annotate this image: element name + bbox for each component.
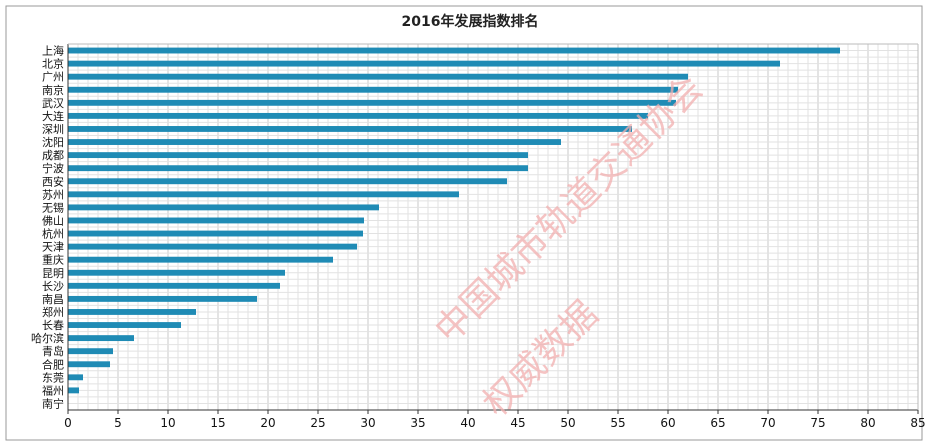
category-label: 福州 bbox=[42, 383, 64, 397]
category-label: 哈尔滨 bbox=[31, 331, 64, 345]
bar-26 bbox=[68, 374, 83, 381]
bar-17 bbox=[68, 256, 333, 263]
category-label: 杭州 bbox=[42, 227, 64, 241]
x-tick-label: 50 bbox=[560, 416, 575, 430]
bars bbox=[68, 47, 840, 394]
category-label: 沈阳 bbox=[42, 135, 64, 149]
x-tick-label: 85 bbox=[910, 416, 925, 430]
x-tick-label: 45 bbox=[510, 416, 525, 430]
category-label: 西安 bbox=[42, 174, 64, 188]
x-tick-label: 25 bbox=[310, 416, 325, 430]
x-tick-label: 40 bbox=[460, 416, 475, 430]
bar-23 bbox=[68, 335, 134, 342]
category-label: 苏州 bbox=[42, 188, 64, 201]
category-label: 南京 bbox=[42, 83, 64, 97]
x-tick-label: 5 bbox=[114, 416, 122, 430]
category-label: 广州 bbox=[42, 71, 64, 84]
bar-11 bbox=[68, 178, 507, 185]
bar-5 bbox=[68, 99, 676, 106]
bar-13 bbox=[68, 204, 379, 211]
category-label: 无锡 bbox=[42, 200, 64, 214]
category-label: 长沙 bbox=[42, 280, 64, 293]
bar-9 bbox=[68, 152, 528, 159]
bar-27 bbox=[68, 387, 79, 394]
bar-25 bbox=[68, 361, 110, 368]
category-label: 东莞 bbox=[42, 371, 64, 384]
category-label: 深圳 bbox=[42, 123, 64, 136]
bar-16 bbox=[68, 243, 357, 250]
category-label: 佛山 bbox=[42, 214, 64, 227]
axes bbox=[67, 43, 919, 414]
x-tick-label: 55 bbox=[610, 416, 625, 430]
category-label: 长春 bbox=[42, 319, 64, 332]
category-label: 郑州 bbox=[42, 305, 64, 319]
chart-frame bbox=[5, 5, 923, 441]
category-label: 成都 bbox=[42, 149, 64, 162]
category-label: 宁波 bbox=[42, 161, 64, 175]
bar-18 bbox=[68, 269, 285, 276]
x-tick-label: 10 bbox=[160, 416, 175, 430]
category-label: 重庆 bbox=[42, 253, 64, 267]
x-tick-label: 30 bbox=[360, 416, 375, 430]
bar-12 bbox=[68, 191, 459, 198]
category-label: 大连 bbox=[42, 109, 64, 123]
bar-22 bbox=[68, 322, 181, 328]
category-label: 南宁 bbox=[42, 396, 64, 410]
x-tick-label: 75 bbox=[810, 416, 825, 430]
chart-title: 2016年发展指数排名 bbox=[402, 13, 539, 30]
category-label: 昆明 bbox=[42, 267, 64, 280]
x-tick-label: 35 bbox=[410, 416, 425, 430]
bar-1 bbox=[68, 47, 840, 54]
category-label: 天津 bbox=[42, 241, 64, 254]
category-label: 武汉 bbox=[42, 97, 64, 110]
bar-20 bbox=[68, 295, 257, 302]
bar-2 bbox=[68, 60, 780, 67]
x-tick-label: 65 bbox=[710, 416, 725, 430]
category-labels: 上海北京广州南京武汉大连深圳沈阳成都宁波西安苏州无锡佛山杭州天津重庆昆明长沙南昌… bbox=[31, 44, 64, 411]
bar-4 bbox=[68, 86, 678, 93]
category-label: 合肥 bbox=[42, 357, 64, 371]
bar-24 bbox=[68, 348, 113, 355]
category-label: 北京 bbox=[42, 57, 64, 71]
bar-10 bbox=[68, 165, 528, 172]
category-label: 上海 bbox=[42, 44, 64, 58]
x-tick-label: 15 bbox=[210, 416, 225, 430]
bar-19 bbox=[68, 282, 280, 289]
bar-14 bbox=[68, 217, 364, 224]
x-tick-label: 80 bbox=[860, 416, 875, 430]
x-tick-label: 0 bbox=[64, 416, 72, 430]
bar-7 bbox=[68, 126, 632, 132]
category-label: 青岛 bbox=[42, 344, 64, 358]
bar-8 bbox=[68, 139, 561, 145]
x-tick-label: 60 bbox=[660, 416, 675, 430]
x-tick-labels: 0 5 10 15 20 25 30 35 40 45 50 55 60 65 70 75 80 85 bbox=[64, 416, 925, 430]
category-label: 南昌 bbox=[42, 293, 64, 306]
x-tick-label: 20 bbox=[260, 416, 275, 430]
bar-15 bbox=[68, 230, 363, 237]
bar-21 bbox=[68, 309, 196, 315]
x-tick-label: 70 bbox=[760, 416, 775, 430]
bar-6 bbox=[68, 112, 648, 119]
bar-3 bbox=[68, 73, 688, 80]
